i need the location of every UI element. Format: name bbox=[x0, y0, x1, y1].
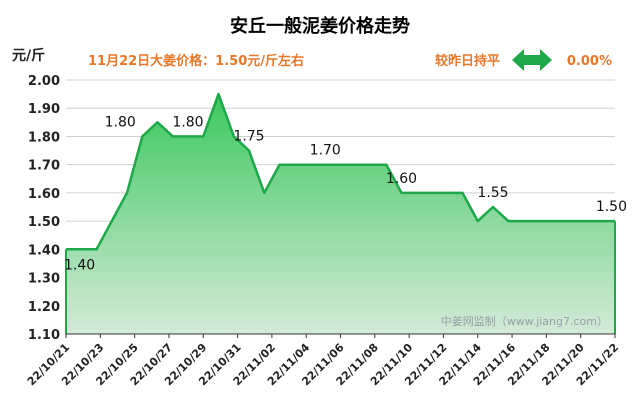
y-tick-label: 1.60 bbox=[28, 187, 60, 202]
chart-title: 安丘一般泥姜价格走势 bbox=[230, 15, 410, 37]
chart-subtitle: 11月22日大姜价格：1.50元/斤左右 bbox=[88, 53, 304, 69]
y-axis-ticks: 1.10 1.20 1.30 1.40 1.50 1.60 1.70 1.80 1.90 2.00 bbox=[28, 74, 60, 343]
change-percent: 0.00% bbox=[567, 54, 612, 69]
double-arrow-icon bbox=[512, 49, 552, 71]
y-tick-label: 2.00 bbox=[28, 74, 60, 89]
y-tick-label: 1.90 bbox=[28, 102, 60, 117]
price-line bbox=[66, 92, 615, 251]
data-label: 1.75 bbox=[233, 129, 264, 145]
y-tick-label: 1.70 bbox=[28, 159, 60, 174]
price-area bbox=[66, 94, 615, 334]
y-tick-label: 1.10 bbox=[28, 328, 60, 343]
y-tick-label: 1.30 bbox=[28, 272, 60, 287]
data-label: 1.70 bbox=[310, 143, 341, 159]
data-label: 1.40 bbox=[64, 257, 95, 273]
data-label: 1.60 bbox=[386, 171, 417, 187]
y-axis-unit-label: 元/斤 bbox=[12, 47, 45, 64]
watermark: 中姜网监制（www.jiang7.com） bbox=[441, 314, 608, 328]
plot-area bbox=[65, 92, 616, 335]
data-label: 1.80 bbox=[105, 114, 136, 130]
y-tick-label: 1.20 bbox=[28, 300, 60, 315]
x-axis-ticks: 22/10/2122/10/2322/10/2522/10/2722/10/29… bbox=[25, 334, 621, 388]
y-tick-label: 1.40 bbox=[28, 243, 60, 258]
data-label: 1.55 bbox=[477, 185, 508, 201]
data-label: 1.80 bbox=[172, 114, 203, 130]
y-tick-label: 1.80 bbox=[28, 130, 60, 145]
data-label: 1.50 bbox=[596, 199, 627, 215]
trend-text: 较昨日持平 bbox=[435, 53, 500, 69]
y-tick-label: 1.50 bbox=[28, 215, 60, 230]
data-labels: 1.40 1.80 1.80 1.75 1.70 1.60 1.55 1.50 bbox=[64, 114, 627, 273]
